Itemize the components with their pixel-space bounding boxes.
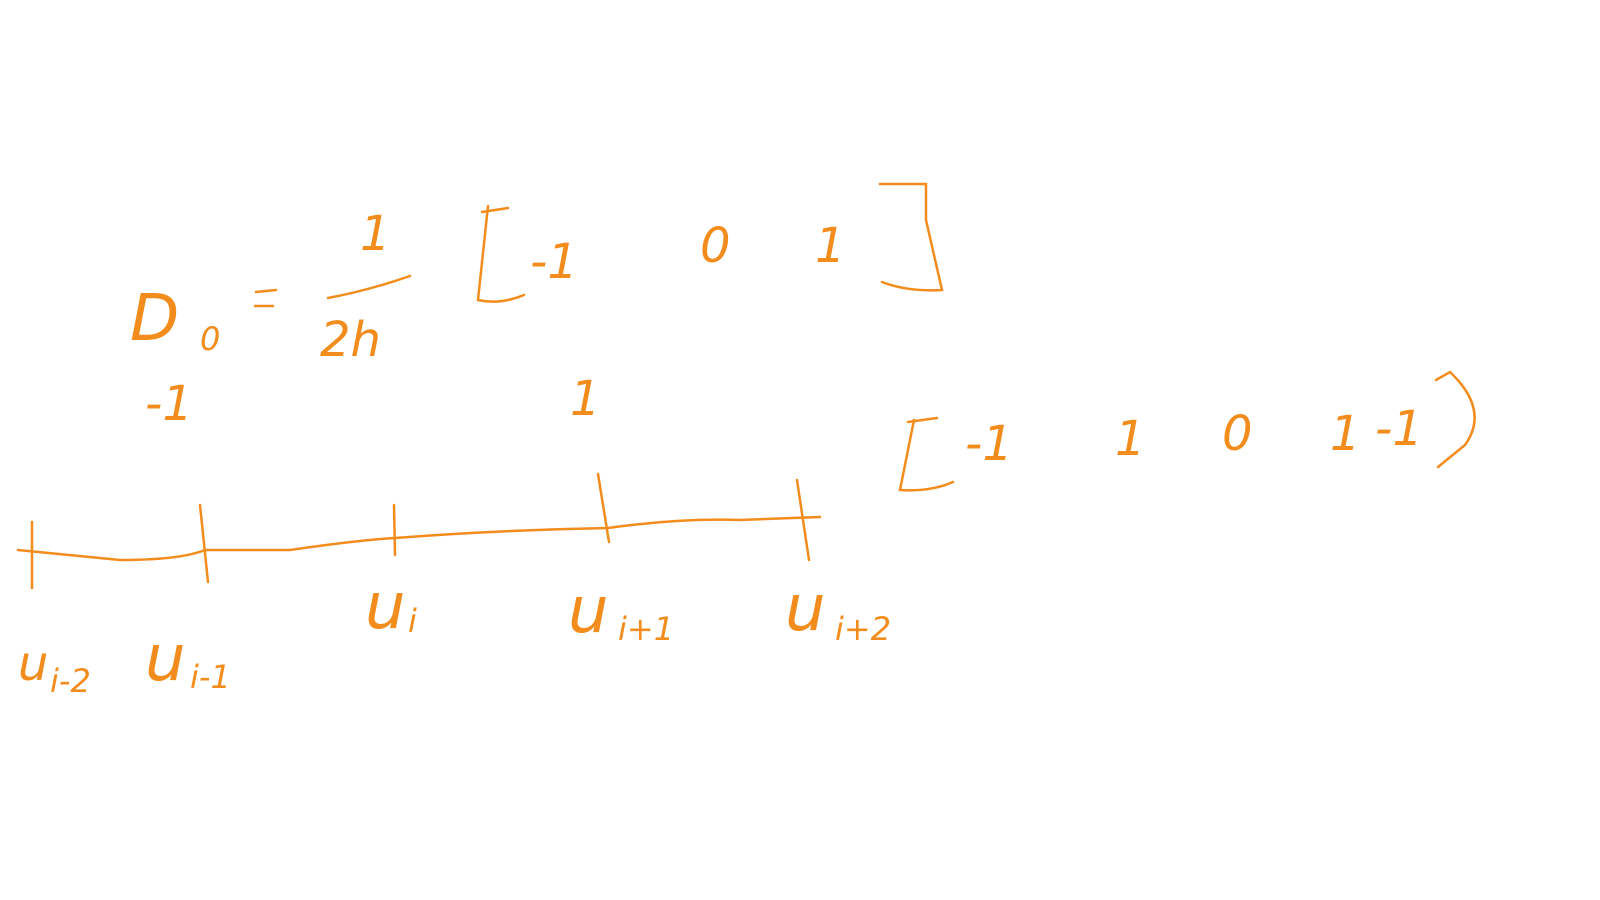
grid-label: u	[365, 570, 406, 644]
bracket-left	[898, 416, 955, 492]
bracket-right	[878, 182, 944, 292]
stencil-entry: 0	[700, 218, 731, 274]
grid-tick	[596, 472, 611, 544]
stencil-entry: 0	[1222, 406, 1253, 462]
stencil-entry: 1	[1115, 411, 1146, 467]
stencil-entry: -1	[965, 416, 1013, 472]
grid-label-subscript: i-2	[50, 662, 91, 700]
denominator: 2h	[320, 312, 381, 368]
bracket-left	[476, 204, 526, 303]
grid-tick	[392, 503, 397, 557]
grid-tick	[198, 503, 210, 584]
grid-tick	[795, 478, 811, 562]
stencil-entry: 1	[1330, 406, 1361, 462]
bracket-right	[1434, 370, 1476, 469]
grid-label: u	[145, 622, 186, 696]
grid-label: u	[568, 574, 609, 648]
numerator: 1	[360, 206, 391, 262]
stencil-entry: 1	[815, 218, 846, 274]
fraction-bar	[326, 274, 412, 300]
stencil-entry: -1	[1375, 401, 1423, 457]
stencil-entry: -1	[530, 234, 578, 290]
equals-sign	[253, 288, 278, 308]
grid-label-subscript: i+2	[835, 610, 891, 648]
weight: -1	[145, 376, 193, 432]
grid-label: u	[18, 636, 48, 692]
grid-label-subscript: i-1	[190, 658, 231, 696]
grid-label: u	[785, 572, 826, 646]
weight: 1	[570, 371, 601, 427]
operator: D	[130, 282, 179, 356]
grid-label-subscript: i+1	[618, 610, 674, 648]
grid-label-subscript: i	[408, 602, 417, 640]
operator-subscript: 0	[200, 320, 220, 358]
grid-line	[16, 515, 822, 562]
